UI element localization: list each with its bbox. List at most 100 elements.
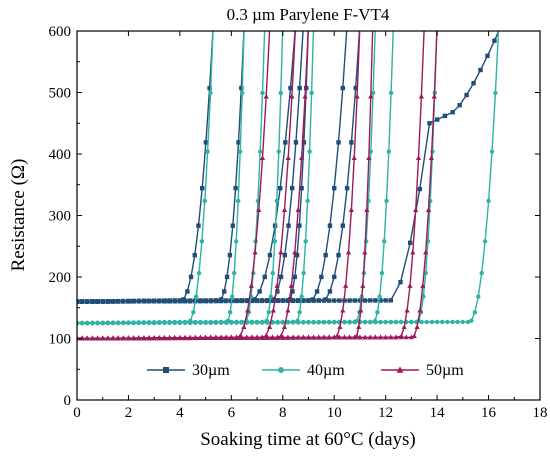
data-point-square (373, 298, 378, 303)
data-point-circle (321, 320, 327, 325)
data-point-circle (260, 90, 265, 96)
data-point-square (249, 298, 255, 304)
data-point-square (199, 185, 205, 191)
data-point-circle (229, 294, 235, 299)
data-point-square (340, 85, 345, 91)
data-point-circle (306, 320, 311, 325)
data-point-square (296, 298, 301, 303)
data-point-triangle (264, 334, 270, 340)
data-point-square (187, 298, 193, 304)
data-point-circle (435, 23, 439, 27)
data-point-triangle (396, 366, 404, 373)
x-tick-label: 12 (378, 405, 393, 421)
data-point-circle (205, 149, 210, 154)
plot-frame (76, 30, 541, 401)
data-point-square (227, 252, 233, 258)
data-point-triangle (182, 335, 188, 341)
data-point-square (172, 299, 177, 304)
data-point-triangle (360, 283, 366, 288)
data-point-circle (301, 270, 306, 276)
data-point-square (336, 140, 341, 145)
data-point-triangle (302, 93, 308, 99)
data-point-circle (460, 319, 466, 325)
data-point-circle (187, 320, 193, 325)
legend: 30µm 40µm 50µm (147, 362, 464, 379)
data-point-circle (278, 90, 283, 96)
data-point-square (464, 92, 469, 98)
data-point-square (290, 185, 295, 191)
data-point-triangle (292, 249, 298, 255)
data-point-triangle (321, 334, 327, 340)
data-point-circle (278, 367, 284, 373)
data-point-circle (239, 90, 245, 96)
data-point-square (304, 85, 309, 91)
data-point-square (192, 252, 197, 258)
data-point-circle (429, 319, 435, 325)
data-point-triangle (259, 155, 266, 161)
data-point-triangle (362, 334, 368, 340)
data-point-square (417, 186, 423, 192)
y-tick-label: 100 (49, 332, 72, 348)
data-point-circle (398, 319, 404, 325)
data-point-square (239, 85, 244, 91)
data-point-square (353, 85, 358, 91)
data-point-square (499, 23, 503, 27)
data-point-triangle (398, 334, 404, 340)
data-point-triangle (267, 324, 273, 330)
data-point-circle (434, 319, 440, 325)
data-point-triangle (367, 334, 373, 340)
data-point-triangle (285, 155, 291, 161)
ticks-layer: 0 2 4 6 8 10 12 14 16 18 0 100 200 300 400 500 600 (49, 24, 548, 421)
data-point-square (285, 298, 291, 303)
data-point-circle (424, 319, 430, 325)
data-point-square (450, 109, 455, 115)
data-point-triangle (125, 335, 132, 341)
data-point-triangle (248, 283, 254, 288)
data-point-square (311, 298, 316, 303)
data-point-square (332, 274, 337, 280)
data-point-square (337, 298, 342, 303)
data-point-circle (260, 320, 265, 325)
data-point-square (332, 298, 337, 303)
x-tick-label: 16 (481, 405, 497, 421)
data-point-triangle (347, 334, 353, 340)
data-point-triangle (377, 334, 384, 340)
data-point-triangle (269, 334, 276, 340)
data-point-square (233, 185, 238, 191)
data-point-circle (172, 320, 177, 326)
data-point-circle (379, 270, 385, 276)
data-point-circle (198, 320, 203, 325)
data-point-square (352, 298, 357, 303)
data-point-triangle (435, 22, 440, 27)
data-point-square (163, 367, 169, 373)
data-point-triangle (208, 335, 214, 341)
data-point-circle (311, 320, 316, 325)
data-point-square (177, 298, 183, 304)
data-point-triangle (420, 283, 426, 288)
data-point-triangle (281, 207, 288, 212)
data-point-square (105, 299, 111, 304)
data-point-circle (202, 198, 207, 204)
series-line (77, 31, 214, 303)
data-point-triangle (228, 335, 234, 340)
data-point-square (485, 53, 490, 58)
data-point-triangle (341, 334, 348, 340)
data-point-circle (378, 319, 383, 325)
data-point-square (270, 298, 275, 304)
data-point-square (336, 252, 341, 258)
data-point-square (230, 223, 235, 228)
data-point-circle (469, 318, 474, 323)
data-point-triangle (259, 335, 265, 340)
data-point-triangle (177, 335, 183, 341)
data-point-triangle (233, 335, 240, 340)
data-point-circle (268, 294, 273, 299)
data-point-circle (301, 320, 306, 325)
data-point-square (314, 289, 320, 294)
data-point-circle (146, 320, 152, 326)
data-point-circle (377, 294, 382, 299)
data-point-circle (162, 320, 167, 326)
data-point-triangle (94, 335, 101, 341)
data-point-circle (182, 320, 188, 325)
data-point-circle (290, 320, 296, 325)
data-point-square (185, 289, 190, 294)
